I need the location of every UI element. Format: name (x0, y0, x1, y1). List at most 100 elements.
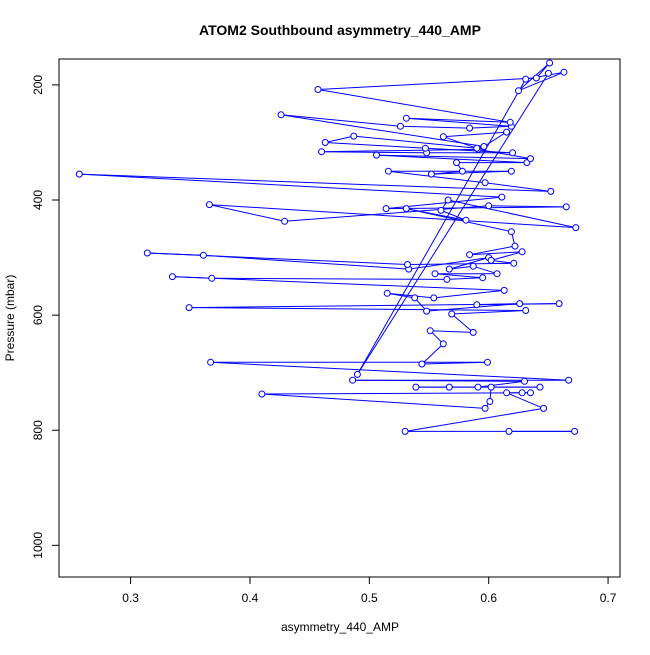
data-point (522, 75, 530, 83)
data-point (423, 307, 431, 315)
series-segment (210, 361, 569, 381)
data-point (431, 270, 439, 278)
series-segment (408, 257, 489, 270)
series-segment (451, 313, 474, 333)
data-point (546, 59, 554, 67)
data-point (382, 205, 390, 213)
data-point (481, 179, 489, 187)
data-point (474, 383, 482, 391)
data-point (430, 294, 438, 302)
data-point (401, 427, 409, 435)
data-point (511, 242, 519, 250)
series-segment (421, 361, 488, 365)
data-point (318, 148, 326, 156)
series-segment (79, 173, 502, 198)
data-point (185, 304, 193, 312)
series-segment (261, 392, 531, 395)
data-point (469, 328, 477, 336)
series-segment (431, 170, 512, 175)
data-point (383, 289, 391, 297)
series-segment (376, 154, 531, 160)
y-tick-label: 1000 (31, 532, 45, 559)
series-segment (430, 330, 474, 333)
x-axis-label: asymmetry_440_AMP (281, 620, 399, 634)
data-point (469, 262, 477, 270)
series-segment (433, 289, 505, 299)
data-point (396, 122, 404, 130)
data-point (208, 274, 216, 282)
series-segment (451, 310, 526, 315)
data-point (427, 170, 435, 178)
data-point (515, 87, 522, 95)
data-point (485, 202, 493, 210)
series-segment (321, 151, 427, 154)
data-point (402, 205, 410, 213)
series-segment (203, 254, 409, 270)
data-point (510, 259, 518, 267)
data-point (353, 370, 361, 378)
series-segment (325, 135, 354, 143)
data-point (402, 114, 410, 122)
data-point (486, 398, 494, 405)
series-segment (405, 407, 544, 432)
data-point (75, 170, 83, 178)
data-point (487, 383, 495, 391)
data-point (527, 389, 534, 397)
data-point (321, 139, 329, 146)
series-segment (209, 204, 285, 222)
series-segment (172, 276, 505, 291)
series-segment (434, 273, 483, 279)
series-segment (406, 117, 511, 123)
series-segment (518, 71, 565, 92)
series-segment (172, 276, 212, 279)
data-point (571, 427, 579, 435)
x-tick-label: 0.4 (242, 591, 259, 605)
data-point (540, 404, 548, 412)
y-tick-label: 200 (31, 75, 45, 95)
series-segment (485, 182, 551, 192)
data-point (522, 307, 530, 314)
series-segment (469, 125, 512, 129)
series-segment (387, 292, 434, 299)
data-point (532, 74, 540, 82)
data-point (516, 300, 524, 308)
data-point (277, 111, 285, 119)
data-point (507, 228, 515, 236)
series-segment (421, 343, 444, 365)
series-segment (473, 265, 498, 275)
x-tick-label: 0.5 (361, 591, 378, 605)
data-point (498, 193, 506, 201)
data-point (521, 377, 528, 385)
series-segment (147, 252, 408, 265)
series-segment (406, 117, 512, 127)
series-segment (407, 262, 514, 265)
data-point (453, 159, 460, 167)
x-axis: 0.3 0.4 0.5 0.6 0.7 (122, 577, 617, 605)
data-point (439, 133, 447, 141)
x-tick-label: 0.6 (480, 591, 497, 605)
series-segment (386, 206, 567, 210)
series-segment (325, 142, 426, 149)
y-axis: 200 400 600 800 1000 (31, 75, 59, 559)
data-point (207, 358, 215, 366)
data-point (505, 427, 513, 435)
series-segment (490, 251, 523, 261)
data-point (503, 389, 511, 397)
data-point (562, 203, 570, 211)
series-segment (469, 245, 516, 256)
data-point (518, 389, 526, 397)
plot-frame (58, 58, 621, 578)
series-segment (506, 392, 544, 409)
data-point (518, 248, 526, 256)
data-point (421, 144, 429, 152)
plot-content (75, 59, 580, 435)
data-point (444, 196, 452, 204)
data-point (205, 201, 213, 209)
data-point (437, 206, 445, 214)
data-point (473, 144, 481, 152)
series-segment (317, 89, 511, 123)
chart-title: ATOM2 Southbound asymmetry_440_AMP (199, 22, 481, 38)
data-point (544, 69, 552, 77)
